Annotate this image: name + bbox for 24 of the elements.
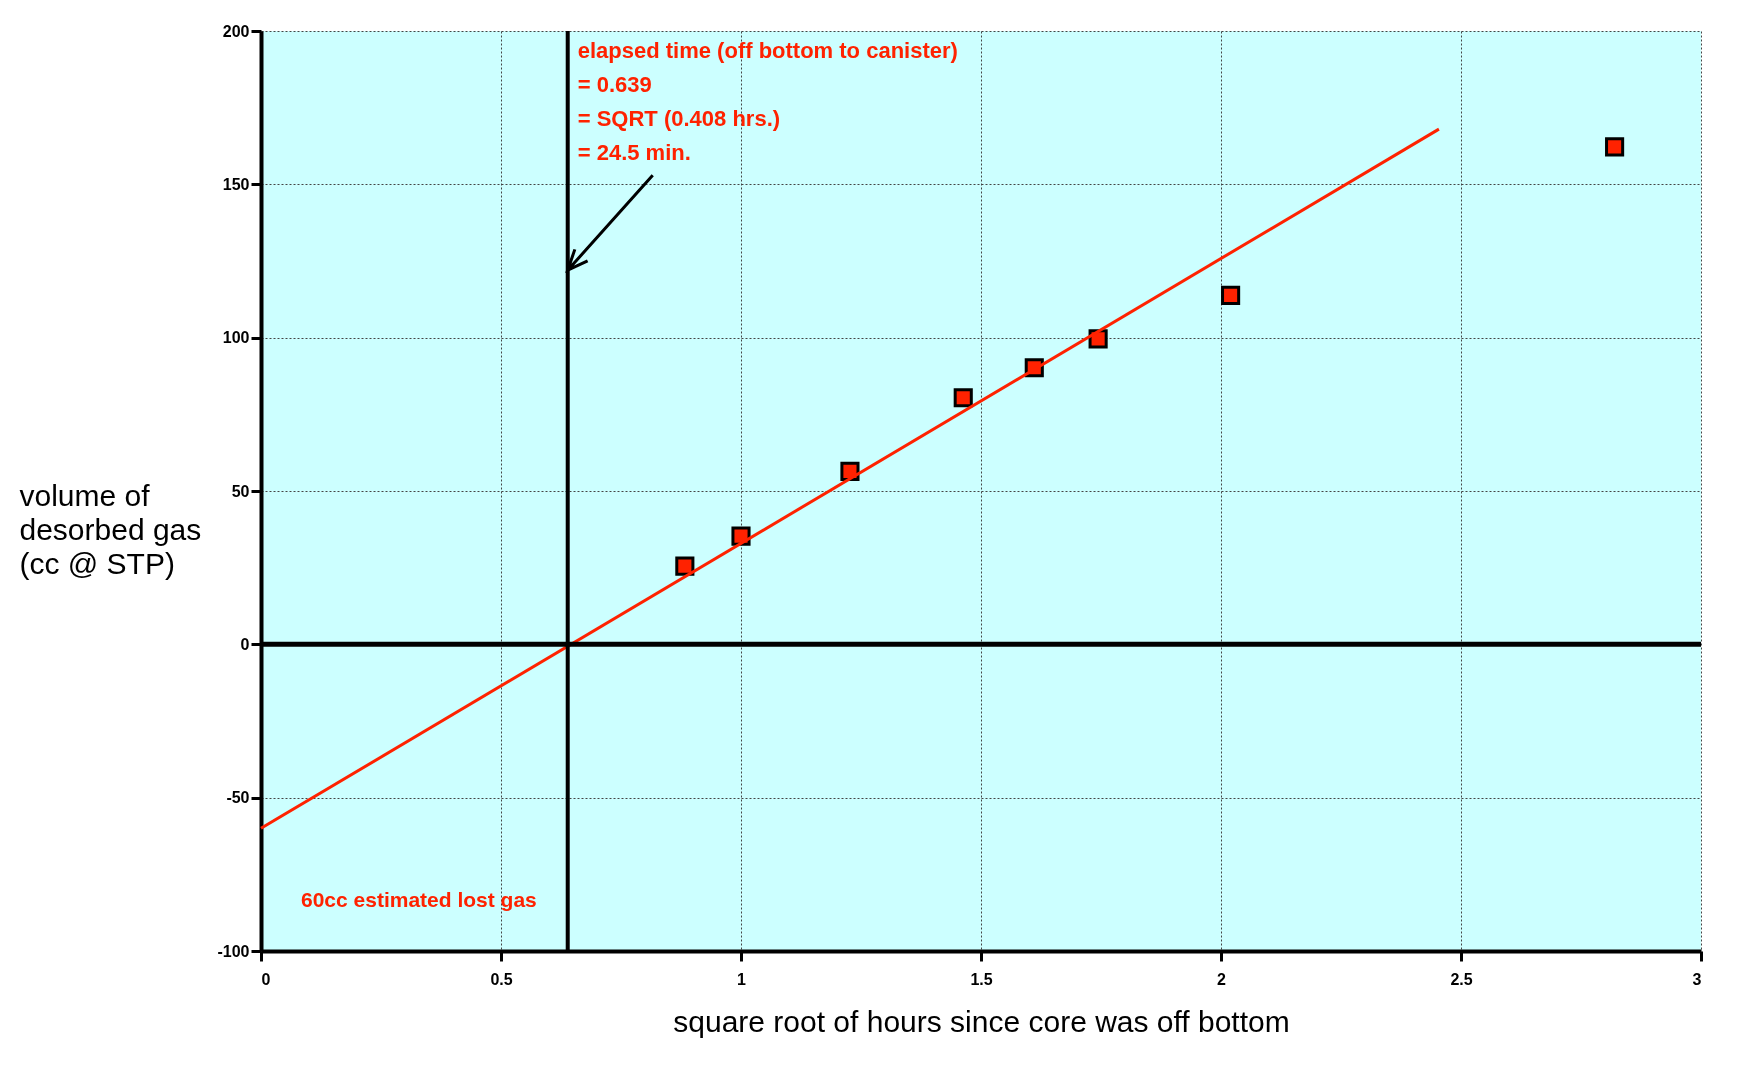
point (731, 526, 751, 546)
x-tick-label: 1 (737, 970, 747, 988)
y-tick-label: -100 (217, 942, 250, 960)
x-axis-title: square root of hours since core was off bottom (673, 1004, 1290, 1038)
y-tick-label: 0 (240, 635, 250, 653)
point (1221, 285, 1241, 305)
point (1605, 137, 1625, 157)
point (840, 461, 860, 481)
annotation: 60cc estimated lost gas (301, 888, 537, 911)
y-tick-label: 50 (231, 482, 250, 500)
x-tick-label: 0.5 (490, 970, 513, 988)
x-tick-label: 3 (1692, 970, 1702, 988)
y-tick-label: 200 (222, 22, 250, 40)
x-tick-label: 0 (261, 970, 271, 988)
point (953, 388, 973, 408)
y-tick-label: 150 (222, 175, 250, 193)
y-tick-label: -50 (226, 789, 250, 807)
point (675, 556, 695, 576)
x-tick-label: 2.5 (1450, 970, 1473, 988)
y-axis-title: volume of desorbed gas (cc @ STP) (19, 478, 202, 580)
x-tick-label: 2 (1217, 970, 1227, 988)
annotation: elapsed time (off bottom to canister) = 0.639 = SQRT (0.408 hrs.) = 24.5 min. (577, 38, 958, 165)
x-tick-label: 1.5 (970, 970, 993, 988)
y-tick-label: 100 (222, 329, 250, 347)
